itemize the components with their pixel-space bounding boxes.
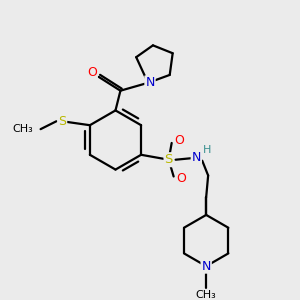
Text: O: O [87,67,97,80]
Text: O: O [175,134,184,148]
Text: CH₃: CH₃ [196,290,217,300]
Text: N: N [202,260,211,273]
Text: N: N [192,151,201,164]
Text: H: H [203,145,212,155]
Text: N: N [145,76,155,89]
Text: S: S [58,115,66,128]
Text: CH₃: CH₃ [12,124,33,134]
Text: O: O [177,172,187,185]
Text: S: S [164,153,173,166]
